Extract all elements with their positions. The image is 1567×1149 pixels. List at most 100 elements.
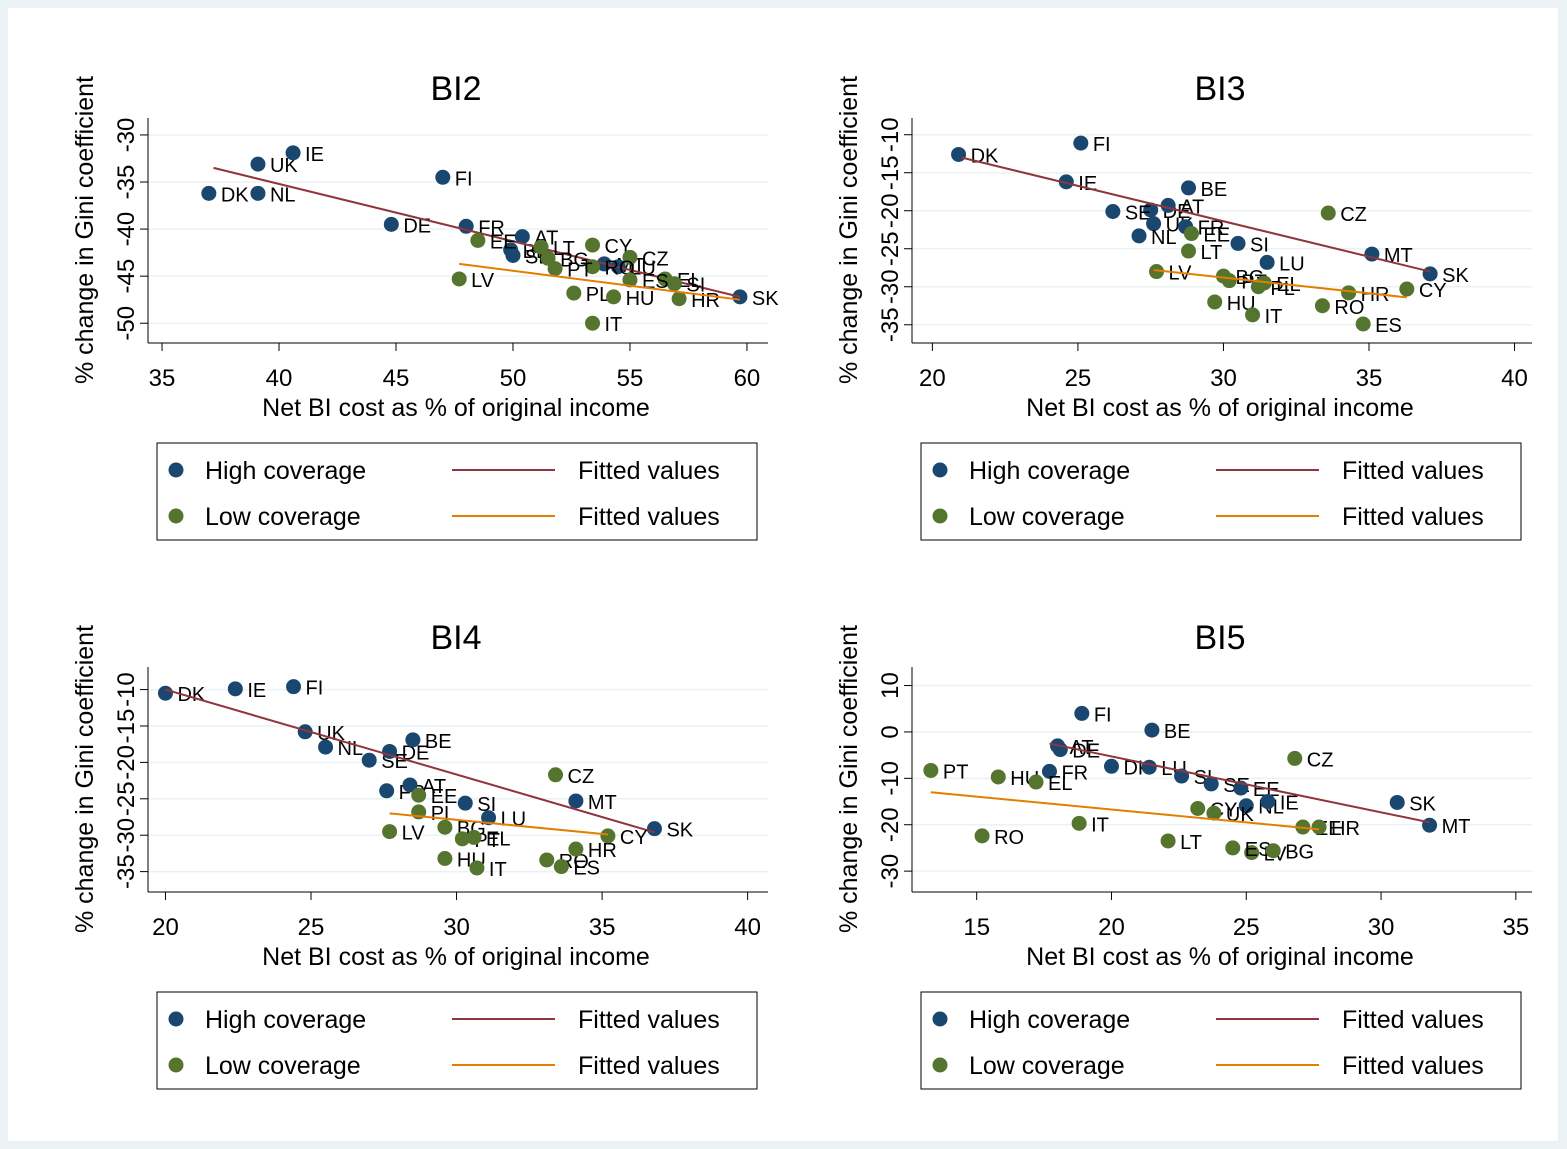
point <box>548 767 564 783</box>
point-label: SK <box>1442 265 1469 287</box>
point <box>285 145 301 161</box>
point <box>379 783 395 799</box>
point-label: DE <box>403 215 431 237</box>
x-tick-label: 35 <box>589 914 616 941</box>
x-tick-label: 35 <box>1502 914 1529 941</box>
legend-label: Low coverage <box>969 1052 1125 1080</box>
panel: BI4 Net BI cost as % of original income % … <box>71 619 768 1090</box>
x-tick-label: 30 <box>1210 365 1237 392</box>
x-axis-label: Net BI cost as % of original income <box>1026 394 1414 422</box>
y-tick-label: -35 <box>877 307 904 342</box>
point-label: FR <box>1061 762 1088 784</box>
point-label: CZ <box>642 248 669 270</box>
point-label: CY <box>1419 280 1447 302</box>
point <box>1160 197 1176 213</box>
point <box>402 777 418 793</box>
point <box>666 276 682 292</box>
point <box>585 259 601 275</box>
legend-label: Fitted values <box>578 1006 720 1034</box>
point <box>1203 776 1219 792</box>
x-tick-label: 55 <box>617 365 644 392</box>
x-tick-label: 25 <box>298 914 325 941</box>
point <box>1225 840 1241 856</box>
point-label: EL <box>486 828 510 850</box>
y-tick-label: -30 <box>113 118 140 153</box>
point <box>585 237 601 253</box>
y-tick-label: -15 <box>877 155 904 190</box>
point <box>622 272 638 288</box>
point-label: UK <box>270 155 298 177</box>
point <box>1230 235 1246 251</box>
point-label: LU <box>1279 253 1305 275</box>
legend-marker <box>168 1057 184 1073</box>
point <box>361 752 377 768</box>
point <box>1105 203 1121 219</box>
y-axis-label: % change in Gini coefficient <box>71 625 99 933</box>
x-axis-label: Net BI cost as % of original income <box>262 943 650 971</box>
point-label: NL <box>338 738 364 760</box>
fitted-line <box>213 166 741 298</box>
point <box>1389 794 1405 810</box>
y-tick-label: -10 <box>877 117 904 152</box>
panel: BI3 Net BI cost as % of original income % … <box>835 70 1532 541</box>
point <box>437 851 453 867</box>
legend-label: Fitted values <box>578 457 720 485</box>
point-label: CY <box>620 827 648 849</box>
point <box>383 216 399 232</box>
point-label: LV <box>471 270 495 292</box>
y-tick-label: -45 <box>113 259 140 294</box>
point-label: EE <box>490 231 517 253</box>
legend-label: High coverage <box>205 1006 366 1034</box>
point-label: PT <box>567 260 593 282</box>
point-label: IE <box>247 680 266 702</box>
point <box>1341 285 1357 301</box>
legend-label: Low coverage <box>205 503 361 531</box>
x-tick-label: 35 <box>149 365 176 392</box>
point-label: RO <box>994 827 1024 849</box>
fitted-line <box>1153 269 1407 299</box>
point <box>600 828 616 844</box>
point <box>568 793 584 809</box>
point <box>470 232 486 248</box>
point-label: EE <box>1253 779 1280 801</box>
point-label: LV <box>402 823 426 845</box>
point <box>1207 294 1223 310</box>
y-tick-label: -20 <box>113 745 140 780</box>
point-label: SI <box>686 275 705 297</box>
point-label: FI <box>455 168 473 190</box>
chart-title: BI4 <box>430 619 481 657</box>
y-tick-label: 0 <box>877 725 904 738</box>
point <box>646 821 662 837</box>
point-label: IT <box>1091 814 1109 836</box>
point <box>250 156 266 172</box>
point <box>286 679 302 695</box>
legend-box <box>920 442 1522 541</box>
legend-marker <box>932 508 948 524</box>
point <box>1131 228 1147 244</box>
point-label: LT <box>1201 242 1223 264</box>
point <box>539 852 555 868</box>
point <box>1190 800 1206 816</box>
point <box>437 819 453 835</box>
y-tick-label: -30 <box>113 818 140 853</box>
point <box>457 795 473 811</box>
x-tick-label: 40 <box>734 914 761 941</box>
y-axis-label: % change in Gini coefficient <box>71 76 99 384</box>
point <box>382 824 398 840</box>
y-tick-label: -10 <box>877 761 904 796</box>
point <box>1314 298 1330 314</box>
point <box>1311 819 1327 835</box>
point-label: AT <box>1070 737 1094 759</box>
point <box>566 285 582 301</box>
point-label: IE <box>1280 793 1299 815</box>
point-label: BG <box>560 249 589 271</box>
legend-label: Fitted values <box>578 503 720 531</box>
point-label: HR <box>1331 818 1360 840</box>
point-label: HR <box>588 840 617 862</box>
chart-title: BI3 <box>1194 70 1245 108</box>
point-label: EE <box>431 786 458 808</box>
x-tick-label: 30 <box>1368 914 1395 941</box>
point <box>514 229 530 245</box>
